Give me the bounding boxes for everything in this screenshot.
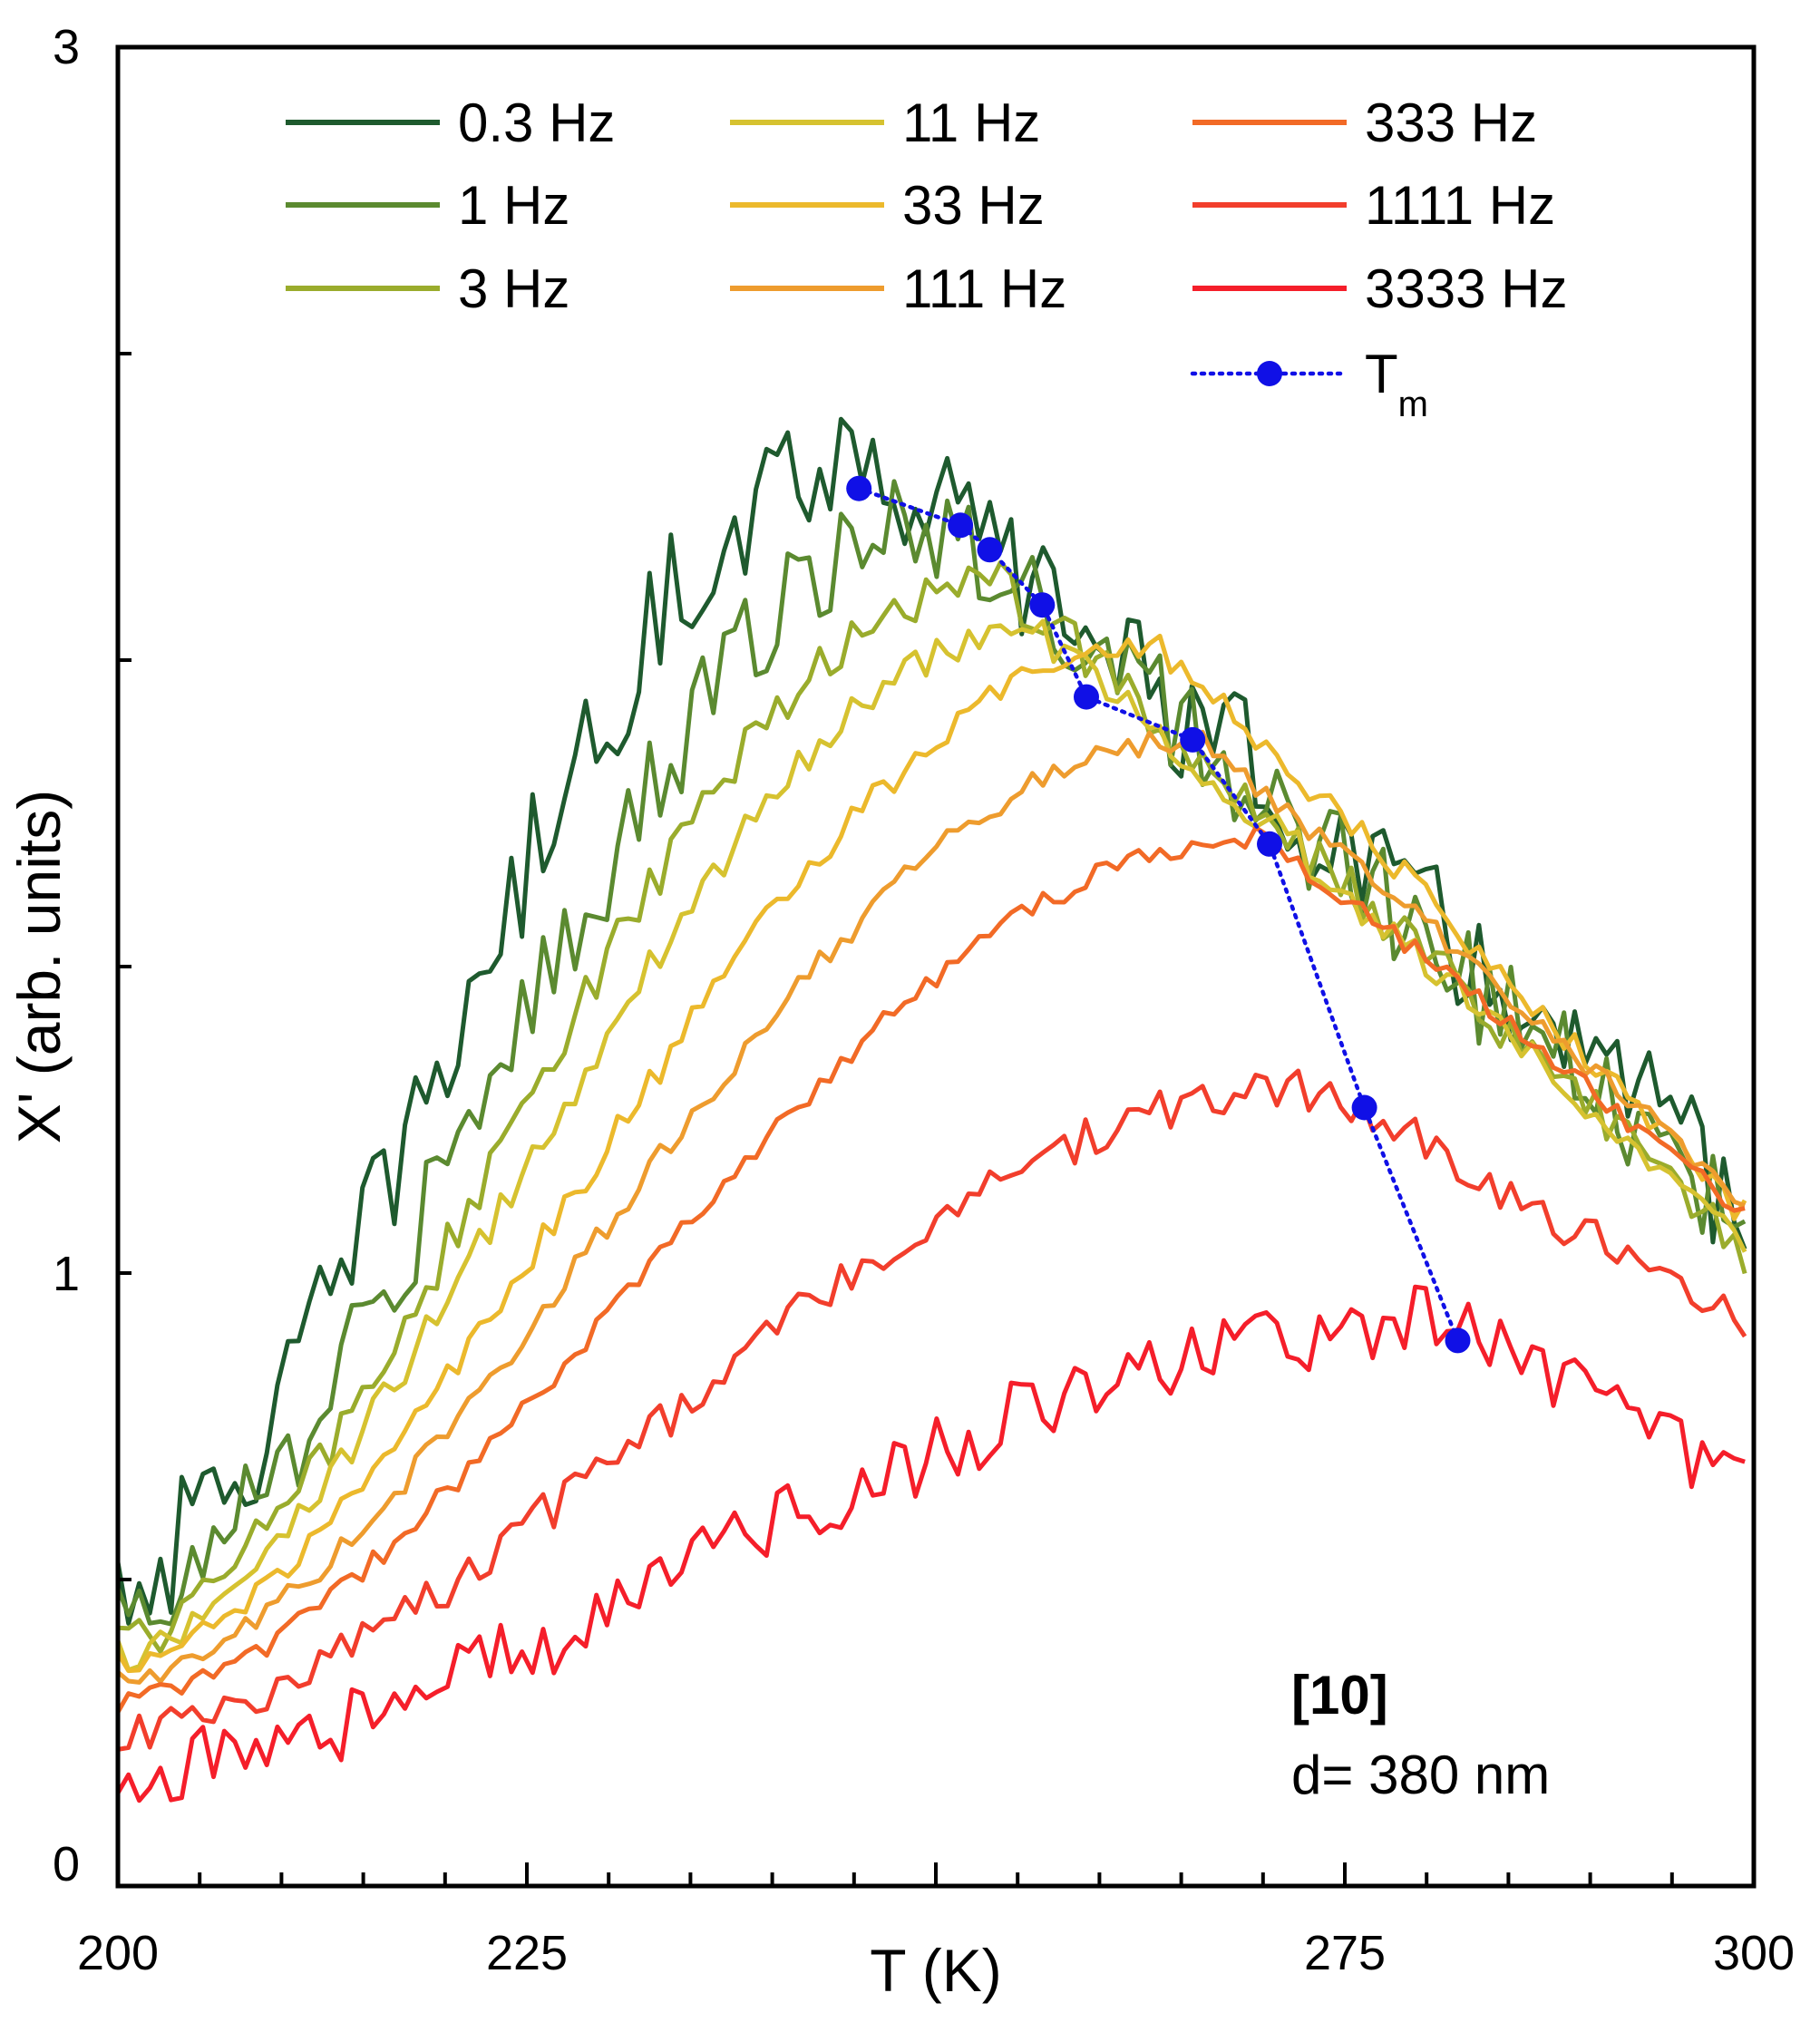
x-tick-label: 200 bbox=[77, 1926, 159, 1980]
series-line-2 bbox=[115, 479, 1747, 1627]
legend-label-4: 11 Hz bbox=[902, 92, 1040, 153]
legend-marker-tm bbox=[1257, 361, 1282, 386]
y-tick-label: 1 bbox=[53, 1247, 80, 1301]
legend-label-7: 333 Hz bbox=[1365, 92, 1537, 153]
y-axis-title: X' (arb. units) bbox=[5, 790, 73, 1143]
series-layer bbox=[115, 416, 1747, 1804]
thickness-label: d= 380 nm bbox=[1291, 1745, 1550, 1805]
tm-point-5 bbox=[1074, 684, 1099, 710]
tm-point-4 bbox=[1029, 592, 1056, 618]
series-line-3 bbox=[117, 559, 1747, 1654]
x-axis-title: T (K) bbox=[870, 1937, 1001, 2004]
legend-label-tm: Tm bbox=[1365, 344, 1428, 424]
plot-frame bbox=[115, 44, 1757, 1889]
reference-label: [10] bbox=[1291, 1665, 1388, 1726]
legend-label-3: 3 Hz bbox=[458, 258, 569, 319]
tm-point-1 bbox=[846, 475, 872, 501]
y-tick-label: 0 bbox=[53, 1837, 80, 1891]
series-line-6 bbox=[116, 729, 1746, 1685]
tm-point-2 bbox=[948, 512, 974, 539]
tm-point-6 bbox=[1180, 726, 1206, 753]
legend-label-8: 1111 Hz bbox=[1365, 175, 1555, 236]
legend-label-2: 1 Hz bbox=[458, 175, 569, 236]
legend-label-9: 3333 Hz bbox=[1365, 258, 1567, 319]
legend-label-6: 111 Hz bbox=[902, 258, 1066, 319]
legend: 0.3 Hz 1 Hz 3 Hz 11 Hz 33 Hz 111 Hz 333 Hz 1111… bbox=[286, 92, 1567, 424]
x-tick-label: 225 bbox=[486, 1926, 568, 1980]
y-tick-label: 3 bbox=[53, 20, 80, 74]
series-line-4 bbox=[115, 618, 1747, 1673]
tm-line bbox=[856, 486, 1460, 1343]
series-line-8 bbox=[117, 1068, 1747, 1752]
legend-label-tm-subscript: m bbox=[1398, 384, 1428, 424]
tm-point-9 bbox=[1445, 1327, 1471, 1354]
legend-label-5: 33 Hz bbox=[902, 175, 1045, 236]
ticks-layer: 200 225 275 300 0 1 3 bbox=[53, 20, 1795, 1980]
legend-label-1: 0.3 Hz bbox=[458, 92, 615, 153]
series-line-7 bbox=[115, 825, 1746, 1714]
tm-layer bbox=[846, 475, 1471, 1354]
x-tick-label: 300 bbox=[1713, 1926, 1795, 1980]
series-line-5 bbox=[115, 633, 1747, 1674]
tm-point-8 bbox=[1351, 1094, 1377, 1121]
tm-point-7 bbox=[1257, 831, 1282, 857]
series-line-9 bbox=[115, 1284, 1746, 1804]
tm-point-3 bbox=[977, 537, 1003, 563]
x-tick-label: 275 bbox=[1304, 1926, 1386, 1980]
